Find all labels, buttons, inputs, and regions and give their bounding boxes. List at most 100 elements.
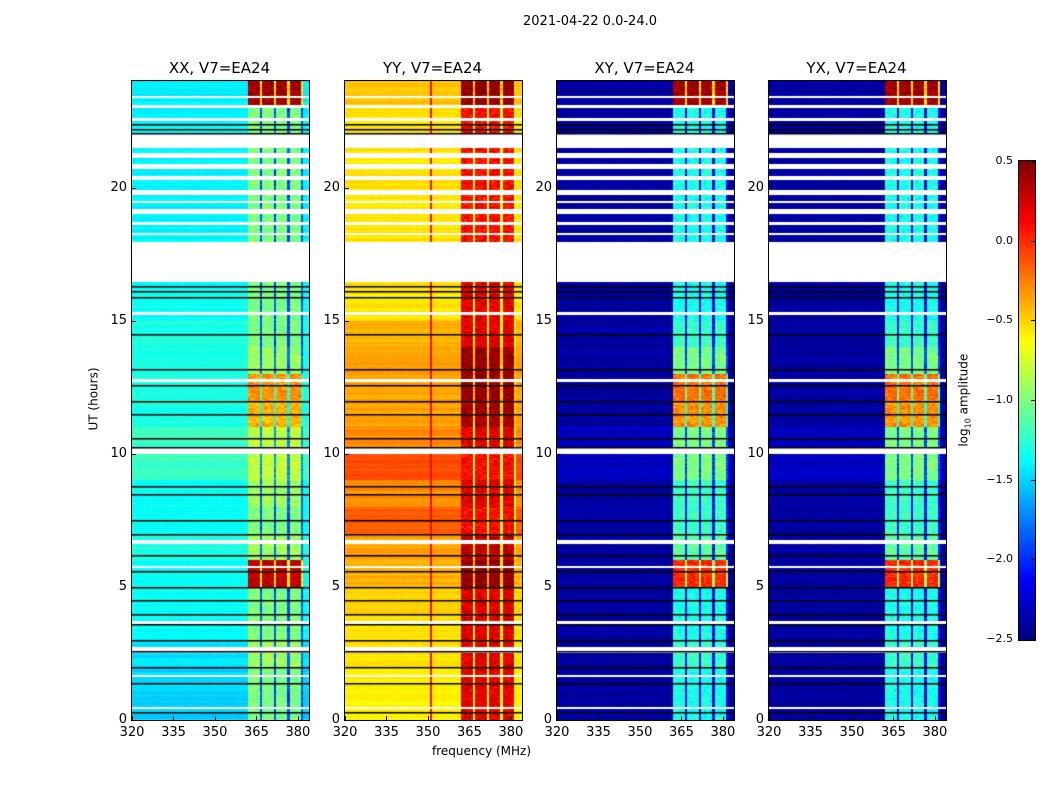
x-tick-mark: [851, 716, 853, 720]
y-tick-mark: [769, 586, 773, 588]
x-tick-label: 365: [669, 725, 694, 740]
y-tick-label: 10: [110, 445, 127, 461]
x-tick-label: 350: [202, 725, 228, 740]
y-tick-mark: [132, 320, 136, 322]
y-tick-label: 5: [755, 578, 764, 594]
y-tick-mark: [769, 187, 773, 189]
panel-title: XX, V7=EA24: [168, 59, 271, 77]
x-tick-mark: [510, 716, 512, 720]
colorbar-tick-label: −0.5: [986, 313, 1013, 327]
y-tick-label: 15: [535, 312, 552, 328]
y-tick-label: 20: [110, 179, 127, 195]
colorbar-tick-mark: [1031, 639, 1035, 640]
y-tick-label: 20: [535, 179, 552, 195]
y-tick-mark: [345, 187, 349, 189]
y-tick-label: 20: [323, 179, 340, 195]
y-tick-mark: [345, 586, 349, 588]
heatmap-panel-yx: [768, 80, 947, 721]
y-tick-label: 10: [747, 445, 764, 461]
y-tick-mark: [345, 720, 349, 721]
panel-title: YY, V7=EA24: [382, 59, 483, 77]
x-tick-mark: [598, 716, 600, 720]
colorbar-tick-mark: [1031, 320, 1035, 322]
y-axis-label: UT (hours): [86, 367, 101, 431]
y-tick-label: 0: [118, 712, 127, 727]
y-tick-label: 5: [543, 578, 552, 594]
figure-title: 2021-04-22 0.0-24.0: [523, 14, 657, 29]
x-tick-label: 320: [119, 725, 145, 740]
x-tick-label: 380: [285, 725, 311, 740]
x-tick-mark: [934, 716, 936, 720]
x-tick-mark: [214, 716, 216, 720]
colorbar-tick-label: 0.0: [995, 233, 1014, 247]
x-tick-label: 380: [710, 725, 736, 740]
y-tick-label: 20: [747, 179, 764, 195]
x-tick-label: 380: [922, 725, 948, 740]
y-tick-mark: [769, 320, 773, 322]
x-tick-label: 335: [798, 725, 823, 740]
y-tick-label: 15: [110, 312, 127, 328]
y-tick-label: 0: [543, 712, 552, 727]
x-tick-mark: [345, 716, 346, 720]
y-tick-mark: [345, 320, 349, 322]
y-tick-mark: [132, 586, 136, 588]
y-tick-mark: [557, 320, 561, 322]
x-tick-label: 320: [544, 725, 570, 740]
y-tick-label: 10: [535, 445, 552, 461]
heatmap-cells: [132, 81, 309, 720]
panel-title: XY, V7=EA24: [594, 59, 695, 77]
x-tick-mark: [297, 716, 299, 720]
y-tick-mark: [345, 453, 349, 455]
y-tick-label: 15: [747, 312, 764, 328]
y-tick-label: 5: [331, 578, 340, 594]
colorbar-tick-label: −1.0: [986, 393, 1013, 406]
x-axis-label: frequency (MHz): [432, 744, 532, 758]
x-tick-mark: [256, 716, 258, 720]
heatmap-cells: [769, 81, 946, 720]
colorbar-gradient: [1019, 161, 1035, 640]
x-tick-mark: [557, 716, 558, 720]
colorbar-label-sub: 10: [963, 418, 973, 429]
colorbar-label: log10 amplitude: [956, 354, 972, 447]
y-tick-label: 5: [118, 578, 127, 594]
colorbar-tick-mark: [1031, 479, 1035, 481]
x-tick-label: 365: [881, 725, 906, 740]
x-tick-label: 320: [332, 725, 358, 740]
x-tick-mark: [722, 716, 724, 720]
x-tick-mark: [769, 716, 770, 720]
y-tick-mark: [557, 586, 561, 588]
x-tick-mark: [681, 716, 683, 720]
y-tick-mark: [132, 720, 136, 721]
heatmap-panel-xx: [131, 80, 310, 721]
y-tick-mark: [557, 720, 561, 721]
x-tick-mark: [639, 716, 641, 720]
colorbar-tick-label: −2.0: [986, 552, 1013, 566]
heatmap-cells: [345, 81, 522, 720]
y-tick-label: 10: [323, 445, 340, 461]
x-tick-label: 380: [498, 725, 524, 740]
colorbar-tick-label: 0.5: [995, 154, 1014, 167]
heatmap-cells: [557, 81, 734, 720]
colorbar: [1018, 160, 1036, 641]
colorbar-tick-mark: [1031, 400, 1035, 401]
x-tick-label: 320: [756, 725, 782, 740]
x-tick-label: 335: [374, 725, 399, 740]
heatmap-panel-yy: [344, 80, 523, 721]
y-tick-mark: [557, 187, 561, 189]
colorbar-tick-mark: [1031, 559, 1035, 561]
colorbar-label-log: log: [956, 428, 971, 447]
colorbar-tick-mark: [1031, 161, 1035, 162]
x-tick-mark: [427, 716, 429, 720]
x-tick-label: 335: [586, 725, 611, 740]
colorbar-tick-mark: [1031, 240, 1035, 242]
x-tick-label: 365: [244, 725, 269, 740]
x-tick-mark: [173, 716, 175, 720]
x-tick-label: 335: [161, 725, 186, 740]
x-tick-label: 365: [457, 725, 482, 740]
x-tick-mark: [132, 716, 133, 720]
x-tick-mark: [386, 716, 388, 720]
x-tick-mark: [810, 716, 812, 720]
y-tick-mark: [557, 453, 561, 455]
x-tick-label: 350: [839, 725, 865, 740]
